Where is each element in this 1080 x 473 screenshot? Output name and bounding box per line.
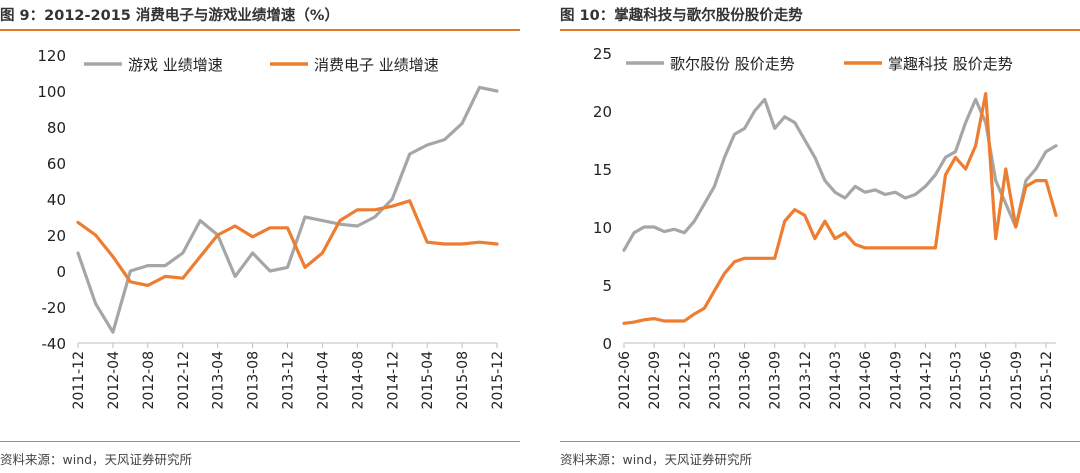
x-tick-label: 2013-09 [768,351,784,410]
x-tick-label: 2015-12 [1039,351,1055,410]
stock-price-chart: 0 5 10 15 20 25 2012-06 2012-09 2012-12 2013-03 20… [593,45,1058,410]
x-tick-label: 2015-04 [420,351,436,410]
x-tick-label: 2013-12 [798,351,814,410]
x-tick-label: 2014-03 [828,351,844,410]
x-tick-label: 2013-12 [281,351,297,410]
y-tick-label: -20 [42,299,67,317]
series-line-0 [76,85,499,334]
x-tick-label: 2012-06 [617,351,633,410]
x-tick-label: 2012-08 [141,351,157,410]
x-tick-label: 2013-06 [738,351,754,410]
x-tick-label: 2014-09 [888,351,904,410]
x-tick-label: 2014-06 [858,351,874,410]
y-tick-label: 20 [593,103,612,121]
legend-label: 游戏 业绩增速 [128,56,223,74]
source-note: 资料来源：wind，天风证券研究所 [0,452,193,467]
y-tick-label: 120 [37,47,66,65]
x-tick-label: 2014-12 [918,351,934,410]
legend-label: 消费电子 业绩增速 [314,56,439,74]
left-chart-panel: 图 9：2012-2015 消费电子与游戏业绩增速（%） -40 -20 0 20 40… [0,8,520,467]
y-tick-label: 0 [602,335,612,353]
series-line-0 [622,97,1058,252]
x-tick-label: 2015-09 [1009,351,1025,410]
right-chart-panel: 图 10：掌趣科技与歌尔股份股价走势 0 5 10 15 20 25 2012-06 2012… [560,0,1080,473]
bottom-divider [560,441,1080,442]
x-tick-label: 2013-03 [707,351,723,410]
x-tick-label: 2012-09 [647,351,663,410]
x-tick-label: 2015-06 [979,351,995,410]
y-tick-label: 60 [47,155,66,173]
y-tick-label: 0 [56,263,66,281]
legend-label: 掌趣科技 股价走势 [888,55,1013,73]
x-tick-label: 2013-04 [211,351,227,410]
x-tick-label: 2015-08 [455,351,471,410]
y-tick-label: 100 [37,83,66,101]
chart-title: 图 10：掌趣科技与歌尔股份股价走势 [560,8,803,24]
y-tick-label: 80 [47,119,66,137]
legend-label: 歌尔股份 股价走势 [670,55,795,73]
game-vs-electronics-chart: -40 -20 0 20 40 60 80 100 120 2011-12 2012-04 2012-… [37,47,506,410]
x-tick-label: 2013-08 [246,351,262,410]
title-divider [0,29,520,31]
x-tick-label: 2014-04 [315,351,331,410]
y-tick-label: 5 [602,277,612,295]
bottom-divider [0,441,520,442]
source-note: 资料来源：wind，天风证券研究所 [560,452,753,467]
x-tick-label: 2014-12 [385,351,401,410]
series-line-1 [76,199,499,287]
x-tick-label: 2015-03 [949,351,965,410]
y-tick-label: 15 [593,161,612,179]
x-tick-label: 2015-12 [490,351,506,410]
y-tick-label: 40 [47,191,66,209]
x-tick-label: 2014-08 [350,351,366,410]
x-tick-label: 2012-12 [677,351,693,410]
title-divider [560,29,1080,31]
x-tick-label: 2012-04 [106,351,122,410]
chart-title: 图 9：2012-2015 消费电子与游戏业绩增速（%） [0,8,339,24]
y-tick-label: 25 [593,45,612,63]
series-line-1 [622,92,1058,325]
y-tick-label: 20 [47,227,66,245]
x-tick-label: 2011-12 [71,351,87,410]
y-tick-label: 10 [593,219,612,237]
y-tick-label: -40 [42,335,67,353]
x-tick-label: 2012-12 [176,351,192,410]
